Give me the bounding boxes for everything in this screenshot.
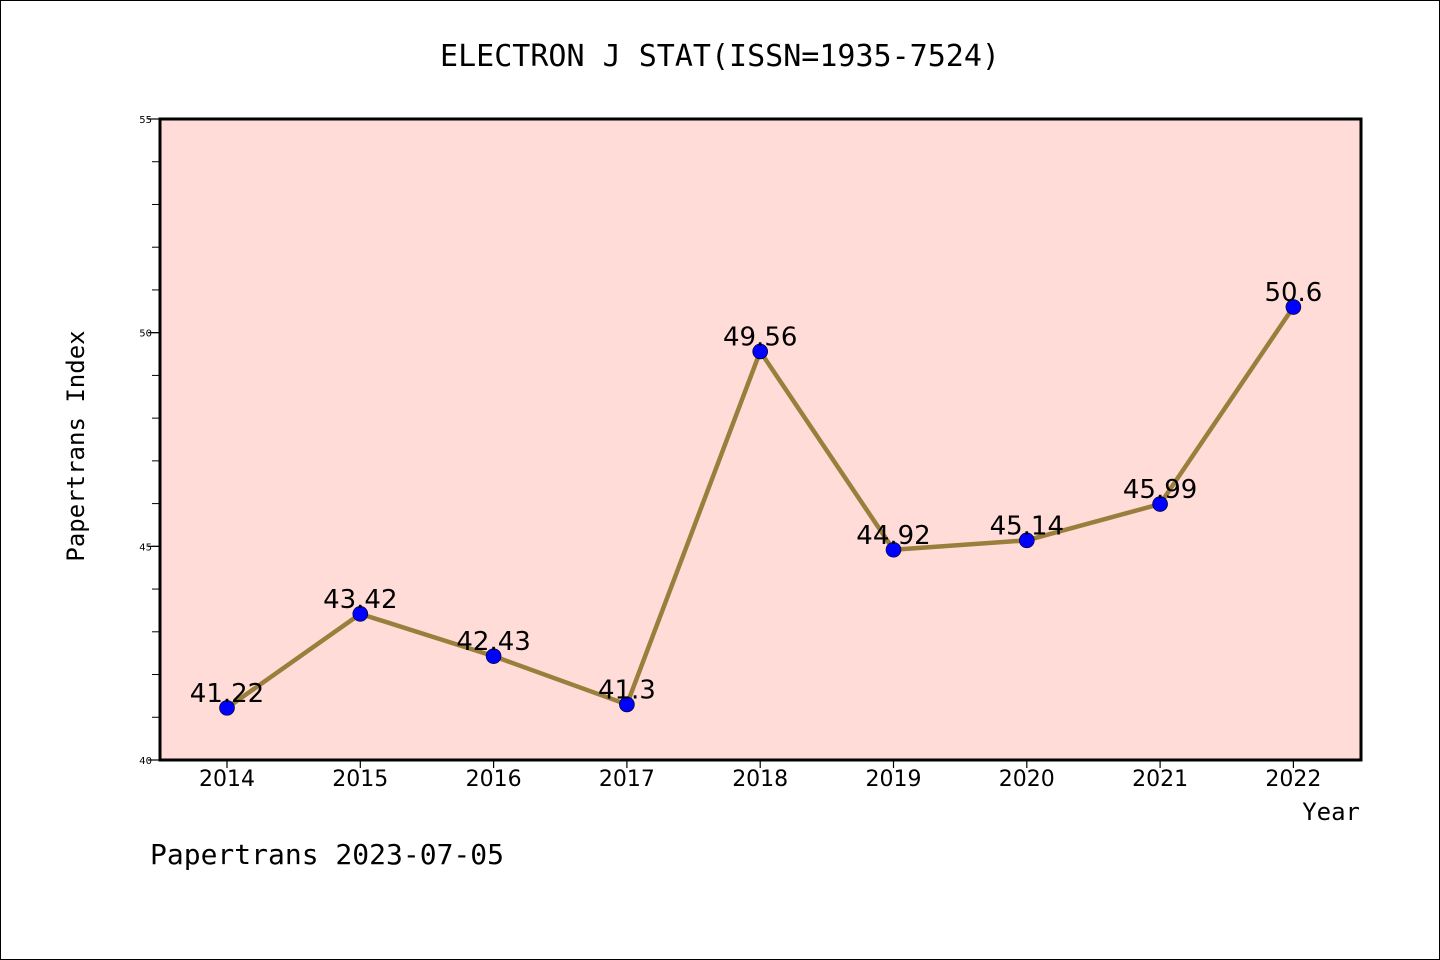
footer-text: Papertrans 2023-07-05	[150, 838, 504, 871]
data-label: 43.42	[323, 585, 397, 615]
x-tick-label: 2020	[999, 767, 1055, 792]
x-tick-label: 2017	[599, 767, 655, 792]
y-tick-label: 40	[139, 756, 152, 767]
x-tick-label: 2014	[199, 767, 255, 792]
data-point	[219, 700, 235, 716]
y-tick-label: 45	[139, 542, 152, 553]
data-label: 42.43	[456, 627, 530, 657]
data-label: 45.99	[1123, 475, 1197, 505]
y-ticks: 40 45 50 55	[139, 115, 160, 767]
data-label: 41.22	[190, 679, 264, 709]
data-point	[1152, 496, 1168, 512]
data-label: 41.3	[598, 675, 656, 705]
y-tick-label: 50	[139, 329, 152, 340]
data-point	[1285, 299, 1302, 315]
x-tick-label: 2016	[466, 767, 522, 792]
data-point	[885, 541, 902, 558]
x-tick-label: 2015	[332, 767, 388, 792]
x-tick-label: 2022	[1265, 767, 1321, 792]
y-axis-label: Papertrans Index	[62, 330, 90, 561]
chart-title: ELECTRON J STAT(ISSN=1935-7524)	[440, 39, 1000, 74]
x-axis-label: Year	[1302, 798, 1360, 826]
data-point	[485, 648, 502, 664]
data-label: 44.92	[856, 521, 930, 551]
x-ticks: 2014 2015 2016 2017 2018 2019 2020 2021 2022	[199, 760, 1321, 792]
data-point	[1019, 532, 1035, 549]
x-tick-label: 2018	[732, 767, 788, 792]
x-tick-label: 2021	[1132, 767, 1188, 792]
x-tick-label: 2019	[866, 767, 922, 792]
data-label: 49.56	[723, 322, 797, 352]
data-label: 50.6	[1264, 278, 1322, 308]
data-point	[752, 343, 769, 360]
series-group: 41.22 43.42 42.43 41.3 49.56 44.92 45.14 45.99 5…	[190, 278, 1322, 716]
data-point	[352, 606, 369, 622]
data-point	[619, 696, 635, 713]
data-label: 45.14	[990, 511, 1064, 541]
plot-area	[158, 117, 1363, 762]
y-tick-label: 55	[139, 115, 152, 126]
